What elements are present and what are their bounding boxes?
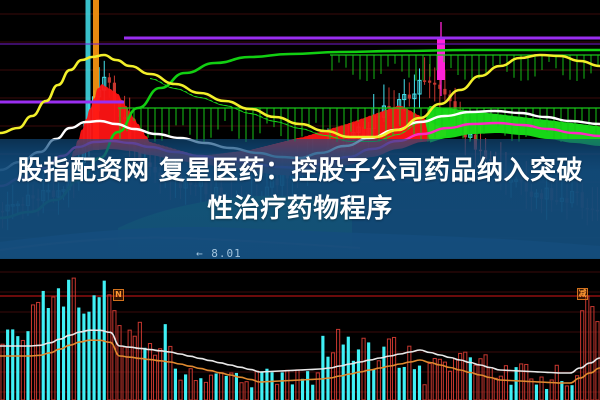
volume-signal-marker-right: 减: [577, 288, 588, 300]
headline-line-1: 股指配资网 复星医药：控股子公司药品纳入突破: [16, 156, 584, 186]
volume-bars: [0, 277, 600, 400]
series-VOL-MA-white: [0, 329, 600, 374]
green-hatch-region-2: [330, 54, 600, 81]
price-marker-label: ← 8.01: [196, 247, 242, 260]
series-VOL-MA-orange: [0, 339, 600, 384]
headline-overlay-band: [0, 139, 600, 259]
headline-line-2: 性治疗药物程序: [207, 194, 393, 224]
green-ribbon: [150, 78, 600, 146]
volume-signal-marker-left: N: [113, 289, 124, 301]
headline-text: 股指配资网 复星医药：控股子公司药品纳入突破 性治疗药物程序: [0, 152, 600, 228]
series-MA-yellow: [0, 53, 600, 139]
